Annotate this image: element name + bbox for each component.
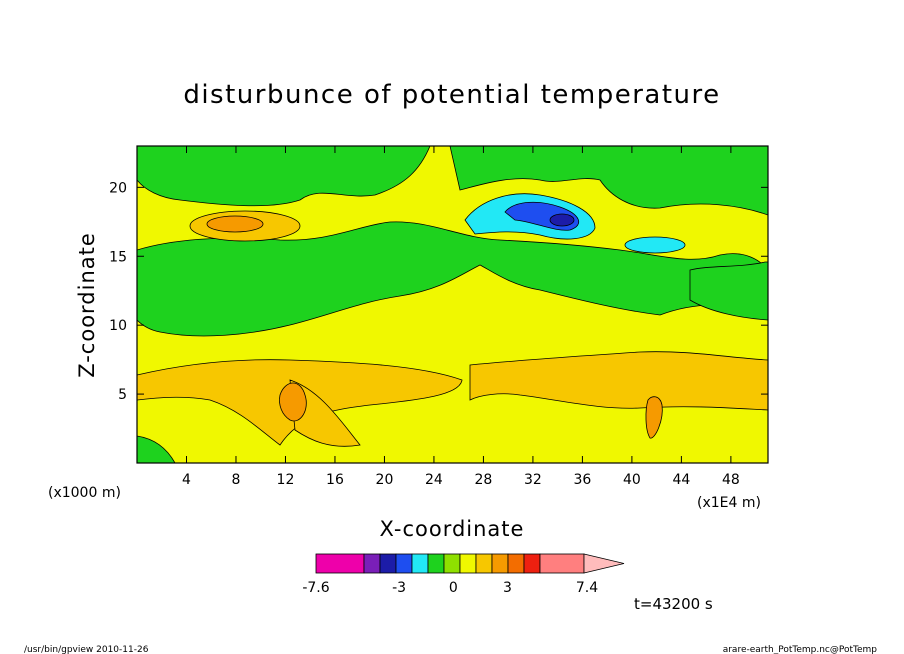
colorbar-segment [427, 553, 445, 574]
colorbar-segment [491, 553, 509, 574]
x-tick-label: 8 [232, 472, 241, 488]
x-tick-label: 24 [425, 472, 443, 488]
colorbar-segment [315, 553, 365, 574]
chart-title: disturbunce of potential temperature [183, 80, 720, 110]
footer-left: /usr/bin/gpview 2010-11-26 [24, 645, 149, 654]
x-tick-label: 20 [376, 472, 394, 488]
field-lower-orange-right [469, 351, 768, 411]
field-green-lower-left [137, 435, 176, 463]
y-axis-ticks: 5 10 15 20 [109, 180, 768, 403]
x-tick-label: 48 [722, 472, 740, 488]
footer-right: arare-earth_PotTemp.nc@PotTemp [723, 645, 878, 654]
y-tick-label: 10 [109, 318, 127, 334]
colorbar-label: -7.6 [302, 580, 329, 596]
x-tick-label: 32 [524, 472, 542, 488]
x-tick-label: 28 [475, 472, 493, 488]
x-axis-label: X-coordinate [380, 517, 525, 541]
x-axis-ticks: 4 8 12 16 20 24 28 32 36 40 44 48 [182, 146, 740, 488]
colorbar-segment [459, 553, 477, 574]
x-tick-label: 16 [326, 472, 344, 488]
x-tick-label: 12 [277, 472, 295, 488]
colorbar-labels: -7.6 -3 0 3 7.4 [302, 580, 598, 596]
colorbar-segment [539, 553, 585, 574]
y-tick-label: 5 [118, 387, 127, 403]
colorbar-label: 3 [503, 580, 512, 596]
field-orange-upper-left-core [206, 215, 264, 233]
x-tick-label: 36 [573, 472, 591, 488]
field-darkblue-core [549, 213, 575, 227]
contour-field [137, 146, 768, 463]
colorbar-segment [395, 553, 413, 574]
field-lower-orange-middle [289, 379, 361, 447]
field-cyan-right [624, 236, 686, 254]
y-tick-label: 15 [109, 249, 127, 265]
colorbar-label: 0 [449, 580, 458, 596]
field-upper-green-left [137, 146, 431, 207]
colorbar-segment [411, 553, 429, 574]
x-unit-label: (x1E4 m) [697, 495, 761, 511]
x-tick-label: 4 [182, 472, 191, 488]
time-label: t=43200 s [634, 595, 713, 613]
y-axis-label: Z-coordinate [75, 232, 99, 378]
x-tick-label: 44 [672, 472, 690, 488]
field-orange-plume-left [279, 382, 307, 422]
colorbar-segment [507, 553, 525, 574]
x-tick-label: 40 [623, 472, 641, 488]
colorbar-segment [475, 553, 493, 574]
colorbar-label: 7.4 [576, 580, 598, 596]
colorbar-segment [379, 553, 397, 574]
field-orange-plume-right [645, 396, 663, 439]
field-green-right-blob [689, 261, 768, 321]
y-unit-label: (x1000 m) [48, 485, 121, 501]
colorbar-segment [363, 553, 381, 574]
colorbar-label: -3 [392, 580, 406, 596]
plot-frame [136, 145, 769, 464]
field-upper-green-right [449, 146, 768, 216]
colorbar-segment [523, 553, 541, 574]
colorbar [315, 553, 625, 574]
y-tick-label: 20 [109, 180, 127, 196]
colorbar-tip [583, 553, 625, 574]
colorbar-segment [443, 553, 461, 574]
